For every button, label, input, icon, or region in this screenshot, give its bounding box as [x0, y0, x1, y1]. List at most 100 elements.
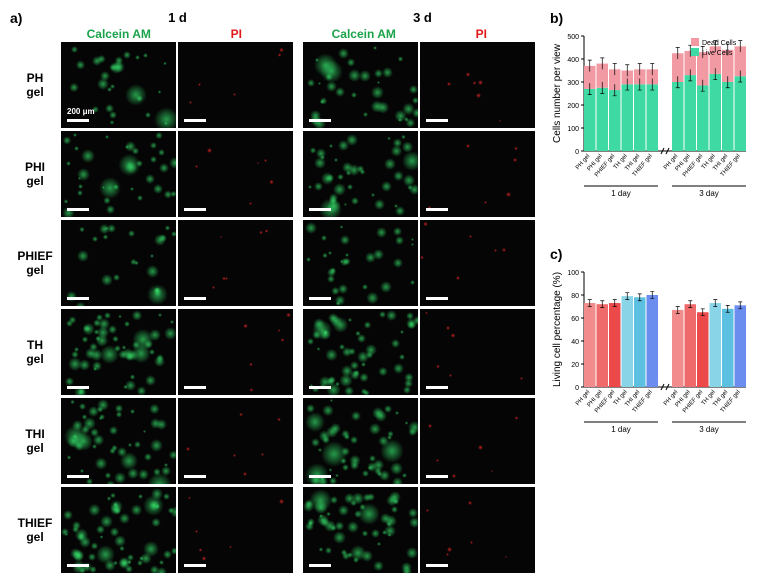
day-group-3: 3 d Calcein AM PI: [305, 10, 540, 41]
microscopy-grid: PHgel 200 μm PHIgel PHIEFgel THgel THIgel THIE…: [10, 41, 540, 574]
stain-pi-3: PI: [423, 27, 541, 41]
panel-a: a) 1 d Calcein AM PI 3 d Calcein AM PI P…: [10, 10, 540, 575]
svg-text:60: 60: [571, 316, 579, 323]
scale-bar: [184, 119, 206, 122]
pi-image: [420, 220, 535, 306]
day-1-label: 1 d: [60, 10, 295, 25]
panel-c-label: c): [550, 246, 750, 262]
svg-text:300: 300: [567, 80, 579, 87]
pi-image: [178, 398, 293, 484]
svg-text:Dead Cells: Dead Cells: [702, 40, 737, 47]
svg-text:200: 200: [567, 103, 579, 110]
scale-bar: [67, 386, 89, 389]
pi-image: [420, 131, 535, 217]
calcein-image: [61, 131, 176, 217]
microscopy-row: THIEFgel: [10, 486, 540, 574]
scale-bar: [67, 475, 89, 478]
panel-b-label: b): [550, 10, 750, 26]
calcein-image: [61, 487, 176, 573]
svg-text:20: 20: [571, 362, 579, 369]
pi-image: [178, 220, 293, 306]
scale-bar: [426, 208, 448, 211]
scale-bar: [309, 208, 331, 211]
svg-text:80: 80: [571, 293, 579, 300]
scale-bar: [67, 297, 89, 300]
calcein-image: [303, 131, 418, 217]
pi-image: [178, 487, 293, 573]
svg-text:3 day: 3 day: [699, 189, 719, 198]
scale-bar: [309, 119, 331, 122]
gel-label: THIEFgel: [10, 516, 60, 545]
scale-bar: [184, 297, 206, 300]
pi-image: [178, 309, 293, 395]
calcein-image: [303, 220, 418, 306]
calcein-image: [303, 487, 418, 573]
microscopy-row: THgel: [10, 308, 540, 396]
scale-bar: [426, 119, 448, 122]
gel-label: THIgel: [10, 427, 60, 456]
panel-c: c) 0 20 40 60 80 100 Living cell percentage (%…: [550, 246, 750, 442]
pi-image: [178, 42, 293, 128]
scale-bar: [426, 386, 448, 389]
svg-text:0: 0: [575, 385, 579, 392]
calcein-image: [61, 398, 176, 484]
scale-bar: [184, 564, 206, 567]
panel-a-label: a): [10, 10, 60, 26]
svg-text:1 day: 1 day: [611, 425, 631, 434]
scale-bar: [184, 208, 206, 211]
scale-bar: [309, 297, 331, 300]
right-column: b) 0100200300400500Cells number per view…: [550, 10, 750, 575]
figure: a) 1 d Calcein AM PI 3 d Calcein AM PI P…: [10, 10, 754, 575]
scale-bar: [309, 564, 331, 567]
gel-label: PHIgel: [10, 160, 60, 189]
scale-bar: [426, 475, 448, 478]
scale-bar: [67, 119, 89, 122]
svg-text:Cells number per view: Cells number per view: [552, 43, 563, 143]
pi-image: [420, 398, 535, 484]
stain-calcein-3: Calcein AM: [305, 27, 423, 41]
calcein-image: [303, 398, 418, 484]
svg-text:500: 500: [567, 34, 579, 41]
svg-text:3 day: 3 day: [699, 425, 719, 434]
scale-bar: [67, 564, 89, 567]
svg-text:Live Cells: Live Cells: [702, 50, 733, 57]
day-3-label: 3 d: [305, 10, 540, 25]
scale-bar: [184, 386, 206, 389]
stain-calcein-1: Calcein AM: [60, 27, 178, 41]
svg-text:100: 100: [567, 270, 579, 277]
panel-b: b) 0100200300400500Cells number per view…: [550, 10, 750, 206]
pi-image: [420, 42, 535, 128]
svg-text:0: 0: [575, 149, 579, 156]
calcein-image: 200 μm: [61, 42, 176, 128]
chart-b-svg: 0100200300400500Cells number per viewPH …: [550, 26, 750, 206]
pi-image: [420, 309, 535, 395]
scale-bar: [426, 297, 448, 300]
microscopy-row: THIgel: [10, 397, 540, 485]
svg-text:Living cell percentage (%): Living cell percentage (%): [552, 272, 563, 387]
scale-bar: [184, 475, 206, 478]
gel-label: THgel: [10, 338, 60, 367]
svg-text:1 day: 1 day: [611, 189, 631, 198]
panel-a-header: a) 1 d Calcein AM PI 3 d Calcein AM PI: [10, 10, 540, 41]
microscopy-row: PHgel 200 μm: [10, 41, 540, 129]
chart-c-svg: 020406080100Living cell percentage (%)PH…: [550, 262, 750, 442]
scale-bar: [426, 564, 448, 567]
microscopy-row: PHIEFgel: [10, 219, 540, 307]
pi-image: [420, 487, 535, 573]
calcein-image: [303, 309, 418, 395]
calcein-image: [303, 42, 418, 128]
scale-bar: [67, 208, 89, 211]
scale-bar: [309, 475, 331, 478]
pi-image: [178, 131, 293, 217]
stain-pi-1: PI: [178, 27, 296, 41]
scale-label: 200 μm: [67, 107, 95, 116]
svg-text:400: 400: [567, 57, 579, 64]
calcein-image: [61, 309, 176, 395]
svg-text:40: 40: [571, 339, 579, 346]
scale-bar: [309, 386, 331, 389]
day-group-1: 1 d Calcein AM PI: [60, 10, 295, 41]
microscopy-row: PHIgel: [10, 130, 540, 218]
gel-label: PHIEFgel: [10, 249, 60, 278]
calcein-image: [61, 220, 176, 306]
gel-label: PHgel: [10, 71, 60, 100]
